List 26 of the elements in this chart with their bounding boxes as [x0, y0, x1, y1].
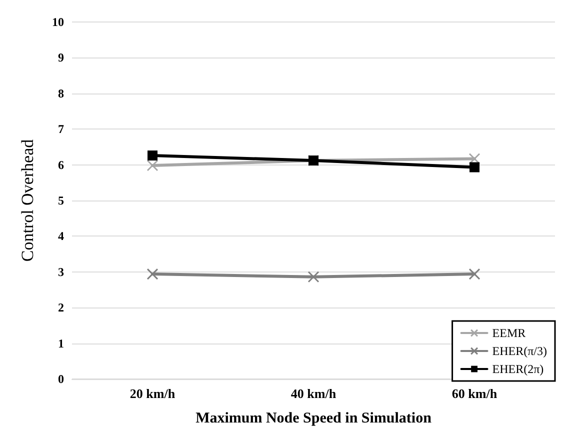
y-tick-label: 5	[58, 194, 64, 208]
point	[468, 268, 480, 280]
y-tick-label: 3	[58, 264, 64, 279]
point	[148, 150, 158, 161]
y-tick-label: 6	[58, 158, 64, 172]
y-tick-label: 4	[58, 229, 64, 244]
x-tick-label: 20 km/h	[130, 386, 176, 401]
x-axis-title: Maximum Node Speed in Simulation	[196, 410, 432, 426]
point	[146, 160, 158, 172]
y-axis-title: Control Overhead	[18, 138, 37, 262]
y-tick-label: 8	[58, 86, 64, 100]
point	[468, 152, 480, 164]
legend-label: EEMR	[492, 326, 526, 340]
legend-label: EHER(π/3)	[492, 344, 548, 358]
legend-label: EHER(2π)	[492, 362, 544, 376]
point	[308, 271, 320, 283]
y-tick-label: 0	[58, 372, 64, 386]
y-tick-label: 10	[52, 15, 64, 29]
y-tick-label: 2	[58, 300, 64, 315]
x-tick-label: 40 km/h	[290, 386, 337, 401]
y-tick-label: 9	[58, 50, 64, 65]
x-tick-label: 60 km/h	[452, 386, 498, 401]
point	[146, 268, 158, 280]
point	[470, 162, 480, 172]
y-tick-label: 1	[58, 336, 64, 350]
y-tick-label: 7	[58, 122, 64, 136]
